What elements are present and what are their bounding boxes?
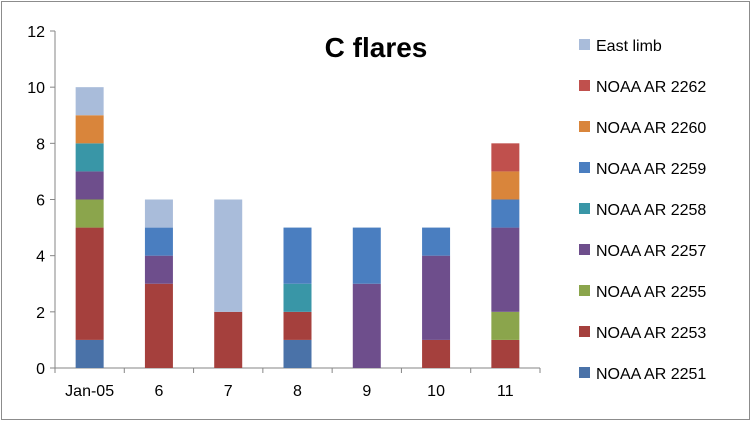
bar-segment [75,199,104,228]
bar-segment [214,199,243,312]
bar-segment [283,311,312,340]
legend-swatch [579,80,590,91]
legend-swatch [579,326,590,337]
y-tick-label: 4 [36,249,45,266]
x-tick-label: 9 [362,383,371,400]
legend-label: NOAA AR 2255 [596,284,706,301]
legend-swatch [579,285,590,296]
bar-segment [75,87,104,116]
legend-label: East limb [596,38,662,55]
legend-swatch [579,39,590,50]
legend-label: NOAA AR 2262 [596,79,706,96]
legend-label: NOAA AR 2251 [596,366,706,383]
legend-swatch [579,203,590,214]
bar-segment [491,311,520,340]
y-tick-label: 8 [36,136,45,153]
legend-label: NOAA AR 2259 [596,161,706,178]
bar-segment [352,283,381,368]
bar-segment [352,227,381,284]
bar-segment [75,143,104,172]
y-tick-label: 2 [36,305,45,322]
x-tick-label: 7 [224,383,233,400]
y-tick-label: 6 [36,193,45,210]
bar-segment [75,171,104,200]
x-tick-label: 11 [497,383,514,400]
bar-segment [491,227,520,312]
legend-swatch [579,162,590,173]
bar-segment [144,255,173,284]
bar-segment [75,227,104,340]
legend-swatch [579,121,590,132]
bar-segment [144,227,173,256]
bar-segment [491,199,520,228]
bar-segment [283,283,312,312]
bar-segment [283,227,312,284]
bar-segment [491,171,520,200]
bar-segment [491,143,520,172]
chart-title: C flares [325,32,428,63]
bar-segment [422,339,451,368]
bar-segment [75,339,104,368]
bar-segment [214,311,243,368]
legend-swatch [579,367,590,378]
y-tick-label: 0 [36,361,45,378]
legend-label: NOAA AR 2257 [596,243,706,260]
legend-swatch [579,244,590,255]
y-tick-label: 12 [27,24,45,41]
legend-label: NOAA AR 2258 [596,202,706,219]
bar-segment [144,283,173,368]
x-tick-label: 6 [154,383,163,400]
bar-segment [422,227,451,256]
plot-area: 0 2 4 6 8 10 12 Jan-05 6 7 8 9 10 11 [27,24,541,400]
legend: East limb NOAA AR 2262 NOAA AR 2260 NOAA AR… [579,38,706,383]
x-tick-label: 10 [427,383,445,400]
bar-segment [491,339,520,368]
y-tick-label: 10 [27,80,45,97]
bar-segment [144,199,173,228]
x-tick-label: 8 [293,383,302,400]
bar-segment [283,339,312,368]
legend-label: NOAA AR 2260 [596,120,706,137]
x-tick-label: Jan-05 [65,383,114,400]
bar-segment [422,255,451,340]
legend-label: NOAA AR 2253 [596,325,706,342]
bar-segment [75,115,104,144]
